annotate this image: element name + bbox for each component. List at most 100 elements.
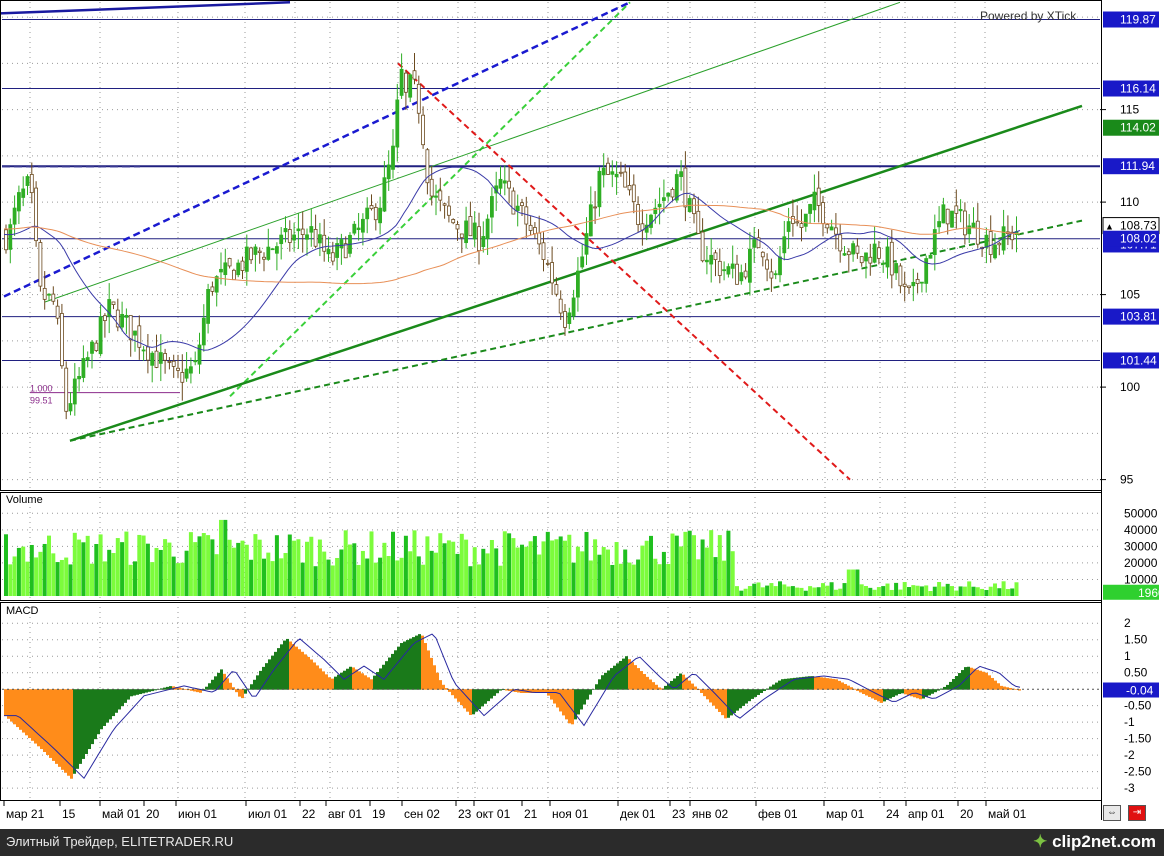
candle-body [945,208,950,225]
level-label-text: 101.44 [1120,353,1157,367]
trend-main-green [69,104,1083,442]
candle-body [696,210,701,234]
x-tick-label: июл 01 [248,807,287,821]
candle-body [855,245,860,254]
macd-bar [946,684,949,690]
macd-bar [943,686,946,690]
macd-bar [742,689,745,706]
price-tick-label: 115 [1120,103,1139,117]
volume-bar [262,558,266,596]
candle-body [158,352,163,364]
volume-bar [81,542,86,596]
volume-bar [726,530,731,596]
candle-body [133,330,137,336]
macd-bar [337,674,340,690]
candle-body [107,299,112,317]
close-panel-button[interactable]: ⇥ [1128,805,1146,821]
candle-body [773,273,778,276]
volume-bar [722,560,727,596]
macd-bar [442,684,445,690]
macd-bar [67,689,70,776]
candle-body [270,248,275,251]
macd-bar [61,689,64,770]
macd-bar [499,689,502,691]
macd-bar [142,689,145,694]
macd-bar [385,661,388,690]
candle-body [81,358,86,378]
candle-body [748,248,752,283]
volume-bar [137,534,142,596]
candle-body [606,162,610,175]
macd-bar [199,689,202,693]
macd-bar [607,670,610,690]
candle-body [403,72,408,93]
macd-bar [862,689,865,694]
volume-bar [833,589,838,596]
scroll-toggle-button[interactable]: ⇔ [1103,805,1121,821]
candle-body [821,202,825,224]
volume-bar [386,556,391,596]
volume-bar [971,586,976,596]
candle-body [287,229,292,243]
candle-body [778,256,782,276]
candle-body [481,236,486,248]
macd-bar [988,675,991,690]
macd-bar [85,689,88,754]
volume-bar [455,553,460,596]
macd-bar [583,689,586,705]
candle-body [786,221,791,232]
candle-body [907,285,911,288]
candle-body [464,220,469,244]
macd-bar [682,674,685,690]
macd-bar [652,682,655,690]
macd-bar [763,689,766,692]
volume-bar [575,546,580,596]
macd-bar [292,644,295,690]
candle-body [911,281,916,287]
volume-bar [799,587,804,596]
volume-bar [249,559,254,596]
price-tick-label: 110 [1120,195,1139,209]
level-label-box [1103,119,1159,136]
candle-body [292,234,297,241]
watermark: Powered by XTick [980,9,1077,23]
candle-body [692,198,696,215]
candle-body [666,192,671,197]
volume-bar [38,551,43,596]
candle-body [386,164,391,180]
candle-body [317,234,322,244]
macd-bar [13,689,16,725]
candle-body [636,204,640,225]
macd-bar [226,678,229,690]
volume-bar [881,586,886,596]
macd-bar [817,676,820,690]
macd-bar [169,686,172,690]
candle-body [756,237,761,249]
macd-bar [415,635,418,690]
volume-bar [967,581,972,596]
candle-body [64,367,69,412]
candle-body [330,252,335,262]
volume-bar [378,557,383,596]
level-label-text: 108.73 [1120,219,1157,233]
volume-bar [520,544,524,596]
macd-bar [775,682,778,690]
macd-bar [991,677,994,690]
macd-bar [361,673,364,690]
macd-bar [490,689,493,699]
volume-bar [236,542,241,596]
candle-body [197,344,202,365]
volume-bar [980,588,985,596]
volume-bar [429,550,434,596]
volume-bar [919,586,924,596]
candle-body [103,315,107,322]
macd-bar [979,670,982,690]
macd-bar [826,678,829,690]
macd-bar [112,689,115,717]
macd-bar [874,689,877,700]
candle-body [700,231,705,262]
x-tick-label: ноя 01 [552,807,589,821]
macd-bar [505,689,508,691]
x-tick-label: 19 [372,807,386,821]
macd-bar [301,651,304,690]
